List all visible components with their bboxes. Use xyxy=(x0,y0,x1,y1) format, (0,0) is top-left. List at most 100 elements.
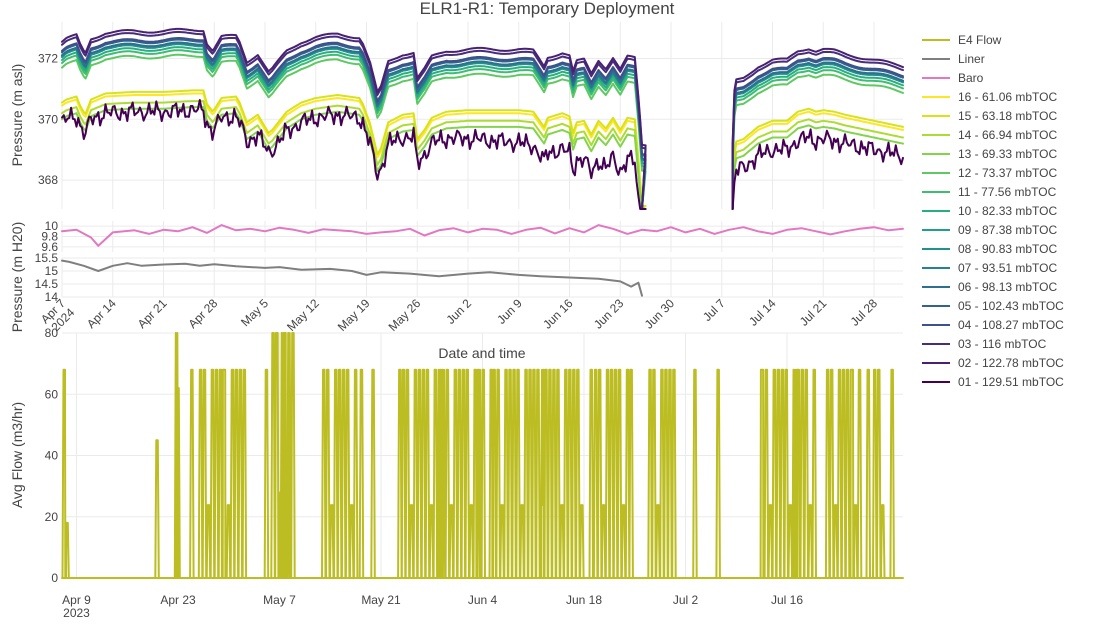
y-tick-label: 9.8 xyxy=(41,230,58,244)
x-tick-label: May 12 xyxy=(284,296,322,334)
x-tick-label: May 5 xyxy=(238,296,271,329)
legend-label: 16 - 61.06 mbTOC xyxy=(958,90,1057,104)
legend[interactable]: E4 Flow Liner Baro 16 - 61.06 mbTOC 15 - 63.… xyxy=(922,33,1064,389)
legend-item[interactable]: 08 - 90.83 mbTOC xyxy=(922,242,1057,256)
y-tick-label: 370 xyxy=(38,112,58,126)
x-tick-label: Apr 21 xyxy=(135,296,170,331)
y-tick-label: 60 xyxy=(45,387,59,401)
legend-item[interactable]: E4 Flow xyxy=(922,33,1002,47)
legend-label: 12 - 73.37 mbTOC xyxy=(958,166,1057,180)
legend-item[interactable]: 02 - 122.78 mbTOC xyxy=(922,356,1064,370)
legend-label: 11 - 77.56 mbTOC xyxy=(958,185,1057,199)
y-axis-label: Avg Flow (m3/hr) xyxy=(9,402,25,508)
y-axis-label: Pressure (m H20) xyxy=(9,222,25,332)
series-line xyxy=(61,100,904,210)
x-axis-label: Date and time xyxy=(438,345,525,361)
plot-traces xyxy=(61,27,904,579)
y-tick-label: 0 xyxy=(51,571,58,585)
y-tick-label: 15.5 xyxy=(35,251,59,265)
y-tick-label: 14 xyxy=(45,290,59,304)
series-line xyxy=(61,27,904,210)
legend-item[interactable]: 14 - 66.94 mbTOC xyxy=(922,128,1057,142)
x-tick-label: May 26 xyxy=(386,296,424,334)
series-line xyxy=(61,43,904,210)
legend-label: Baro xyxy=(958,71,984,85)
x-tick-label: May 21 xyxy=(361,593,401,607)
legend-item[interactable]: 03 - 116 mbTOC xyxy=(922,337,1047,351)
legend-label: 15 - 63.18 mbTOC xyxy=(958,109,1057,123)
y-tick-label: 80 xyxy=(45,326,59,340)
x-tick-label: Jul 21 xyxy=(797,296,830,329)
x-tick-label: Apr 14 xyxy=(84,296,119,331)
y-tick-label: 368 xyxy=(38,173,58,187)
legend-item[interactable]: 11 - 77.56 mbTOC xyxy=(922,185,1057,199)
x-tick-label: Jun 18 xyxy=(566,593,602,607)
legend-label: 06 - 98.13 mbTOC xyxy=(958,280,1057,294)
series-line xyxy=(61,38,904,210)
legend-label: 09 - 87.38 mbTOC xyxy=(958,223,1057,237)
series-line xyxy=(61,106,904,210)
x-tick-label: Apr 23 xyxy=(160,593,196,607)
legend-label: Liner xyxy=(958,52,985,66)
y-axis-label: Pressure (m asl) xyxy=(9,64,25,167)
legend-label: 14 - 66.94 mbTOC xyxy=(958,128,1057,142)
series-line xyxy=(61,92,904,210)
y-axis-labels: Pressure (m asl) Pressure (m H20) Avg Flow… xyxy=(9,64,25,509)
x-tick-label: Jun 4 xyxy=(468,593,498,607)
series-line xyxy=(61,46,904,210)
legend-item[interactable]: 15 - 63.18 mbTOC xyxy=(922,109,1057,123)
x-tick-label: Jun 23 xyxy=(591,296,627,332)
legend-item[interactable]: 10 - 82.33 mbTOC xyxy=(922,204,1057,218)
x-tick-label: Jun 9 xyxy=(494,296,525,327)
legend-label: 10 - 82.33 mbTOC xyxy=(958,204,1057,218)
legend-label: 03 - 116 mbTOC xyxy=(958,337,1047,351)
x-tick-label: Apr 9 2023 xyxy=(62,593,91,620)
series-line xyxy=(61,99,904,210)
legend-item[interactable]: 01 - 129.51 mbTOC xyxy=(922,375,1064,389)
x-tick-label: Jul 28 xyxy=(848,296,881,329)
legend-item[interactable]: 12 - 73.37 mbTOC xyxy=(922,166,1057,180)
legend-label: 02 - 122.78 mbTOC xyxy=(958,356,1064,370)
series-line xyxy=(61,30,904,210)
y-tick-label: 9.6 xyxy=(41,240,58,254)
legend-item[interactable]: 07 - 93.51 mbTOC xyxy=(922,261,1057,275)
legend-label: 13 - 69.33 mbTOC xyxy=(958,147,1057,161)
legend-item[interactable]: 04 - 108.27 mbTOC xyxy=(922,318,1064,332)
x-tick-label: Jun 16 xyxy=(540,296,576,332)
x-tick-label: Apr 28 xyxy=(185,296,220,331)
x-tick-label: Jun 2 xyxy=(443,296,474,327)
series-line xyxy=(61,41,904,210)
y-tick-label: 20 xyxy=(45,510,59,524)
x-tick-label: Jul 7 xyxy=(700,296,728,324)
y-tick-label: 372 xyxy=(38,51,58,65)
series-line xyxy=(61,49,904,210)
liner-line xyxy=(61,259,643,297)
legend-item[interactable]: 06 - 98.13 mbTOC xyxy=(922,280,1057,294)
legend-label: 05 - 102.43 mbTOC xyxy=(958,299,1064,313)
x-tick-label: Jul 2 xyxy=(673,593,699,607)
series-line xyxy=(61,37,904,210)
baro-line xyxy=(61,224,904,247)
legend-label: 07 - 93.51 mbTOC xyxy=(958,261,1057,275)
legend-item[interactable]: Baro xyxy=(922,71,984,85)
legend-label: 08 - 90.83 mbTOC xyxy=(958,242,1057,256)
x-tick-label: Jun 30 xyxy=(642,296,678,332)
legend-label: E4 Flow xyxy=(958,33,1002,47)
y-tick-label: 14.5 xyxy=(35,277,59,291)
legend-label: 04 - 108.27 mbTOC xyxy=(958,318,1064,332)
legend-label: 01 - 129.51 mbTOC xyxy=(958,375,1064,389)
x-tick-label: Jul 14 xyxy=(746,296,779,329)
legend-item[interactable]: 09 - 87.38 mbTOC xyxy=(922,223,1057,237)
x-tick-label: May 7 xyxy=(263,593,296,607)
x-tick-label: Jul 16 xyxy=(771,593,803,607)
series-line xyxy=(61,89,904,210)
series-line xyxy=(61,53,904,210)
legend-item[interactable]: 16 - 61.06 mbTOC xyxy=(922,90,1057,104)
y-tick-label: 40 xyxy=(45,449,59,463)
legend-item[interactable]: 13 - 69.33 mbTOC xyxy=(922,147,1057,161)
y-tick-label: 15 xyxy=(45,264,59,278)
legend-item[interactable]: 05 - 102.43 mbTOC xyxy=(922,299,1064,313)
legend-item[interactable]: Liner xyxy=(922,52,985,66)
x-tick-label: May 19 xyxy=(335,296,373,334)
